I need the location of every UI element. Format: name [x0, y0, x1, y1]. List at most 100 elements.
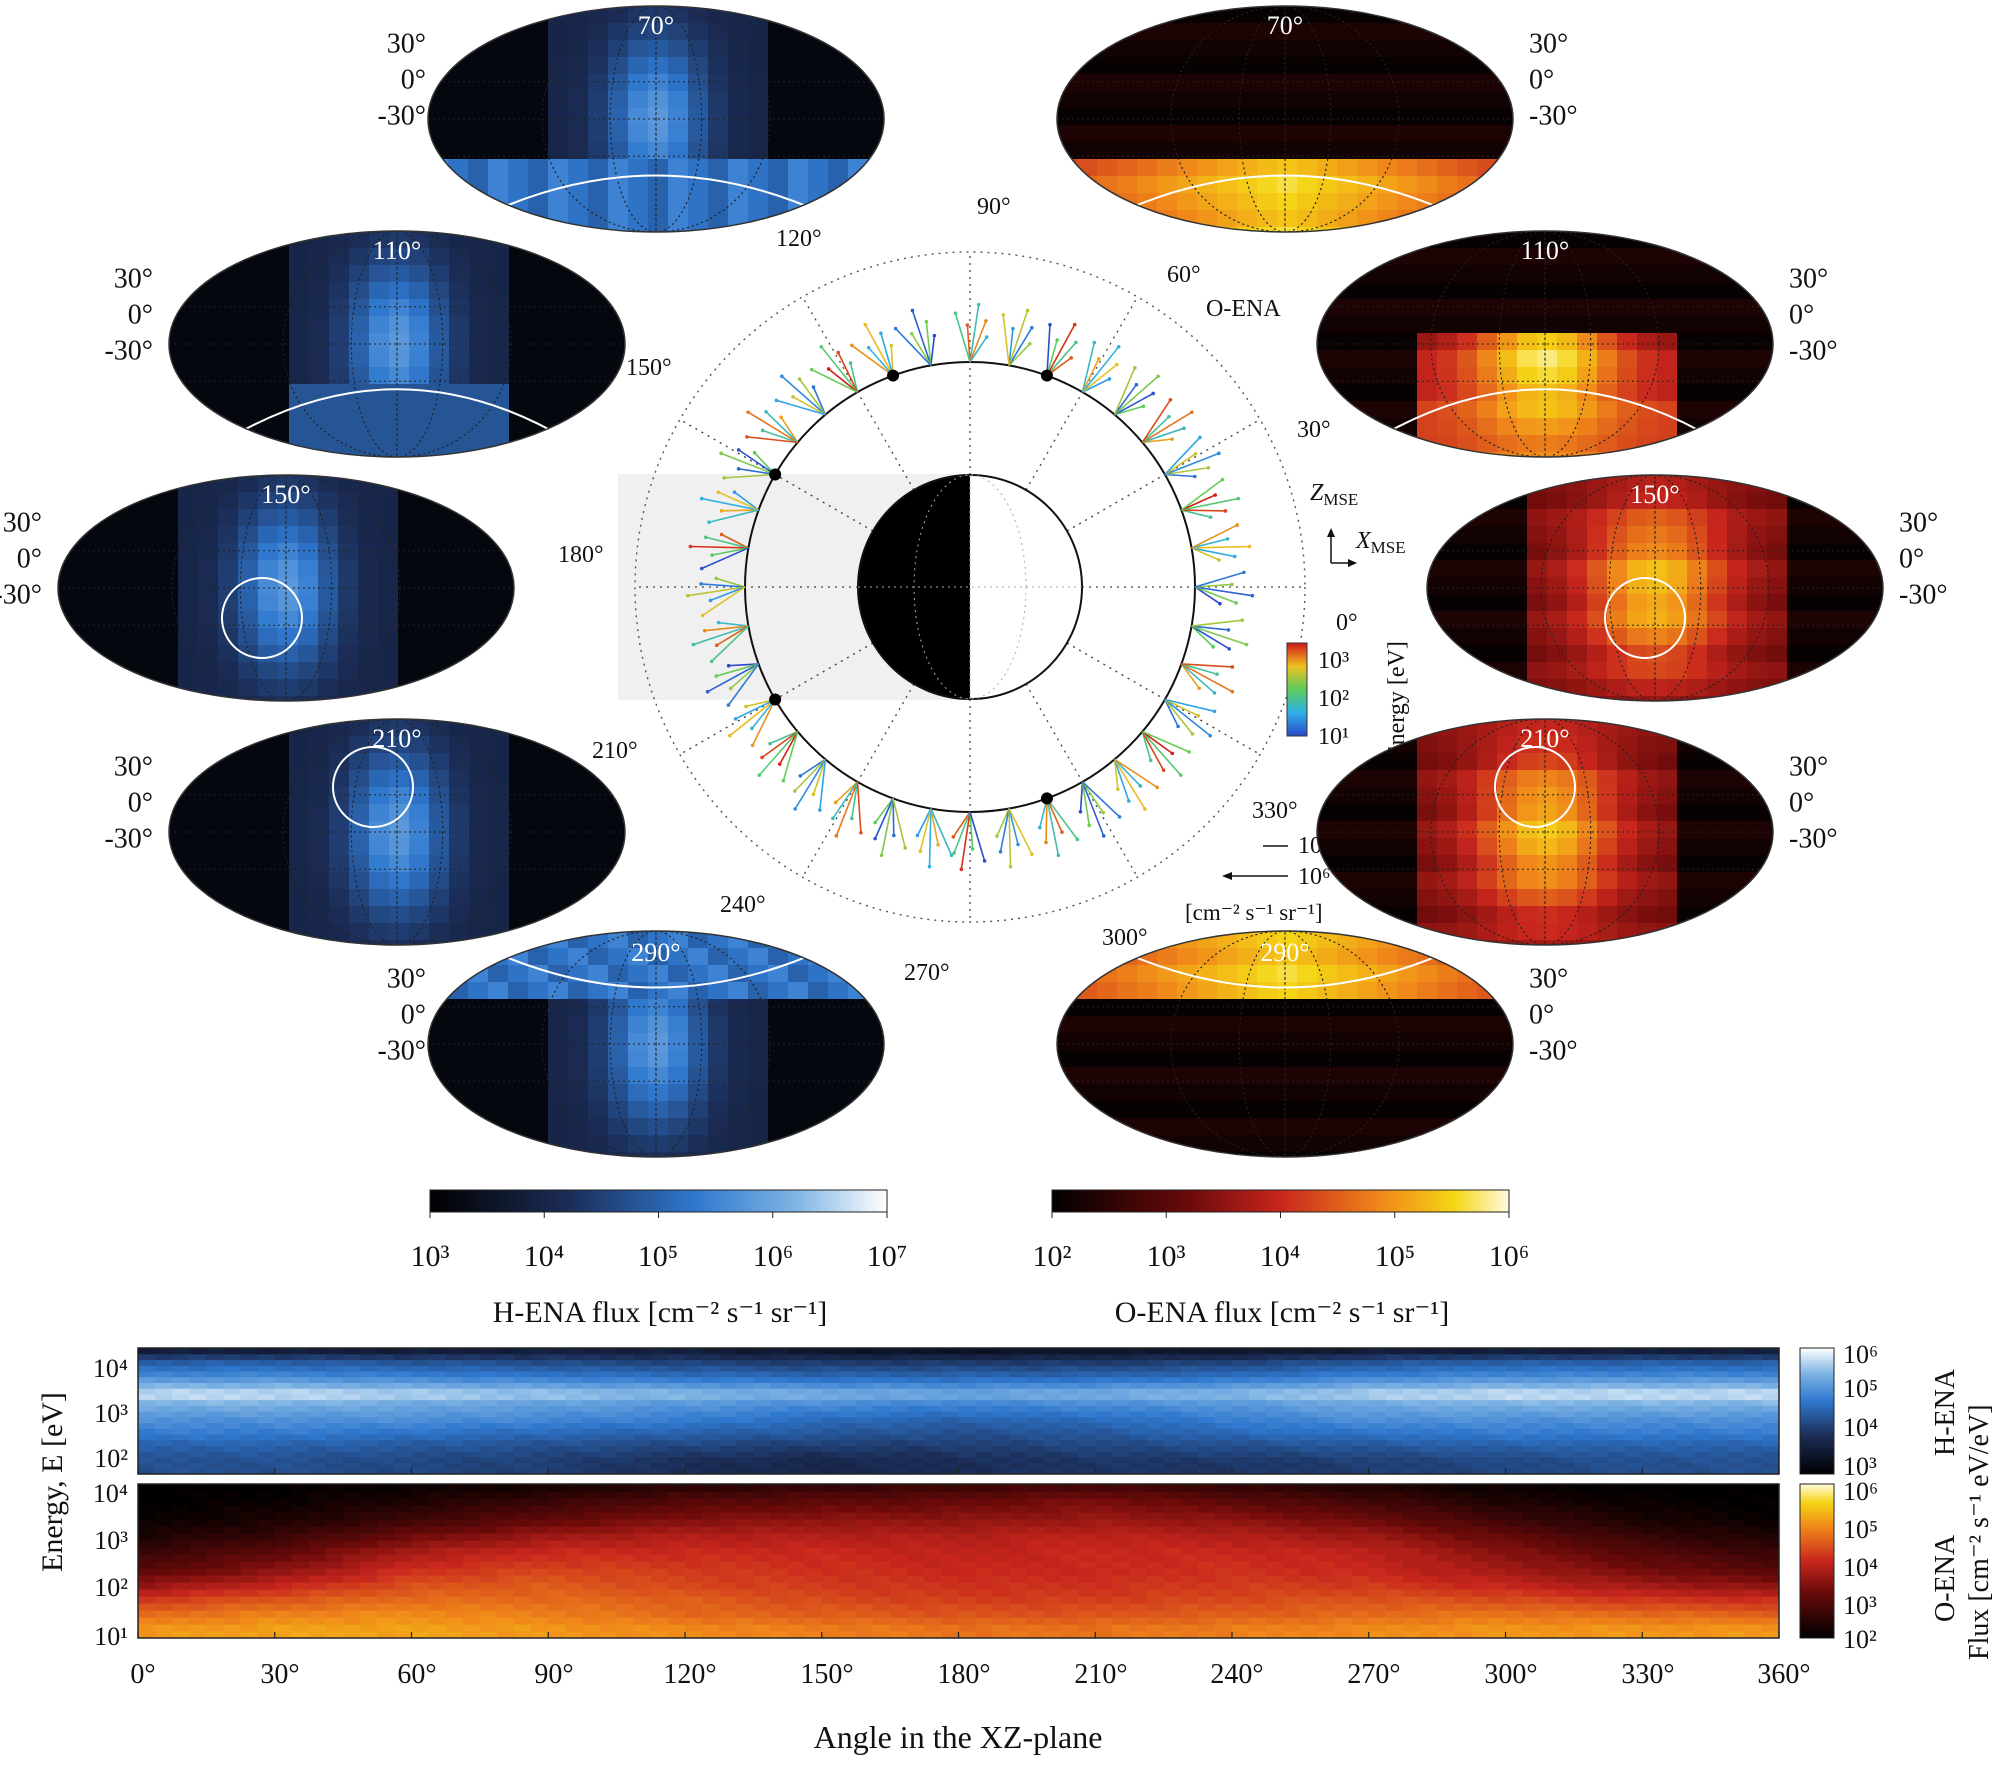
spectrogram-cell [736, 1405, 754, 1412]
sky-map-cell [1257, 57, 1278, 75]
spectrogram-cell [1283, 1416, 1301, 1424]
sky-map-cell [469, 350, 490, 368]
sky-map-cell [1477, 142, 1498, 160]
sky-map-cell [1377, 6, 1398, 24]
spectrogram-cell [1283, 1428, 1301, 1435]
sky-map-cell [688, 40, 709, 58]
spectrogram-cell [1625, 1462, 1643, 1469]
sky-map-cell [1357, 125, 1378, 143]
sky-map-cell [278, 560, 299, 578]
flux-key-large: 10⁶ [1298, 864, 1330, 890]
sky-map-cell [118, 611, 139, 629]
sky-map-cell [529, 248, 550, 266]
sky-map-cell [1077, 6, 1098, 24]
sky-map-cell [608, 1084, 629, 1102]
sky-map-cell [349, 435, 370, 453]
sky-map-cell [509, 872, 530, 890]
spectrogram-cell [667, 1433, 686, 1441]
spectrogram-cell [1112, 1405, 1131, 1412]
sky-map-cell [1847, 543, 1868, 561]
ena-arrow-head [1127, 799, 1131, 803]
spectrogram-cell [548, 1468, 566, 1474]
sky-map-cell [1477, 299, 1498, 317]
latitude-label: 0° [401, 65, 426, 96]
spectrogram-cell [1385, 1456, 1404, 1464]
sky-map-cell [1497, 333, 1518, 351]
sky-map-cell [229, 872, 250, 890]
spectrogram-cell [633, 1445, 652, 1452]
spectrogram-cell [1283, 1468, 1301, 1474]
sky-map-cell [1667, 560, 1688, 578]
spectrogram-cell [1710, 1416, 1729, 1424]
ena-arrow [1164, 698, 1215, 713]
sky-map-cell [289, 804, 310, 822]
sky-map-cell [409, 299, 430, 317]
sky-map-cell [1277, 1050, 1298, 1068]
spectrogram-cell [992, 1462, 1011, 1469]
spectrogram-cell [787, 1433, 806, 1441]
sky-map-cell [78, 509, 99, 527]
sky-map-cell [1357, 872, 1378, 890]
sky-map-cell [1417, 999, 1438, 1017]
sky-map-cell [628, 210, 649, 228]
spectrogram-cell [1197, 1439, 1216, 1446]
spectrogram-cell [1061, 1456, 1079, 1464]
spectrogram-cell [1556, 1433, 1575, 1441]
sky-map-cell [1377, 193, 1398, 211]
sky-map-cell [1277, 999, 1298, 1017]
sky-map-cell [808, 23, 829, 41]
sky-map-cell [298, 594, 319, 612]
spectrogram-cell [1539, 1468, 1558, 1474]
sky-map-cell [1357, 333, 1378, 351]
spectrogram-cell [1761, 1451, 1779, 1458]
sky-map-cell [269, 401, 290, 419]
spectrogram-cell [1078, 1445, 1096, 1452]
sky-map-cell [1357, 787, 1378, 805]
spectrogram-cell [685, 1433, 703, 1441]
fov-circle [1494, 746, 1576, 828]
sky-map-cell [1397, 1101, 1418, 1119]
sky-map-cell [508, 142, 529, 160]
sky-map-cell [349, 282, 370, 300]
sky-map-cell [1477, 1033, 1498, 1051]
sky-map-cell [269, 923, 290, 941]
ena-arrow-head [1143, 807, 1147, 811]
sky-map-cell [1197, 159, 1218, 177]
sky-map-cell [1117, 1033, 1138, 1051]
sky-map-cell [1337, 159, 1358, 177]
sky-map-cell [748, 227, 769, 232]
sky-map-cell [1397, 40, 1418, 58]
ena-arrow [1141, 416, 1170, 443]
spectrogram-cell [821, 1405, 840, 1412]
sky-map-cell [1487, 543, 1508, 561]
h-ena-colorbar: 10³ 10⁴ 10⁵ 10⁶ 10⁷ H-ENA flux [cm⁻² s⁻¹… [411, 1189, 907, 1329]
sky-map-cell [1867, 628, 1883, 646]
ena-arrow [1081, 363, 1118, 393]
spectrogram-cell [1573, 1468, 1592, 1474]
spectrogram-cell [394, 1422, 413, 1429]
sky-map-cell [1627, 560, 1648, 578]
sky-map-cell [1357, 770, 1378, 788]
sky-map-cell [298, 679, 319, 697]
sky-map-cell [1177, 1101, 1198, 1119]
spectrogram-cell [599, 1456, 618, 1464]
spectrogram-cell [1420, 1416, 1438, 1424]
spectrogram-cell [1266, 1468, 1284, 1474]
sky-map-cell [1677, 401, 1698, 419]
sky-map-cell [1807, 475, 1828, 493]
sky-map-cell [1337, 248, 1358, 266]
spectrogram-cell [1642, 1433, 1660, 1441]
sky-map-cell [569, 804, 590, 822]
polar-diagram: 90° 60° 30° 330° 300° 270° 240° 210° 180… [558, 194, 1410, 986]
sky-map-cell [329, 753, 350, 771]
sky-map-cell [409, 770, 430, 788]
angle-label-120: 120° [776, 226, 822, 252]
sky-map-cell [548, 1084, 569, 1102]
spectrogram-cell [736, 1451, 754, 1458]
sky-map-cell [768, 142, 789, 160]
sky-map-cell [1197, 193, 1218, 211]
sky-map-cell [589, 367, 610, 385]
sky-map-cell [389, 384, 410, 402]
sky-map-cell [528, 125, 549, 143]
sky-map-cell [1517, 753, 1538, 771]
